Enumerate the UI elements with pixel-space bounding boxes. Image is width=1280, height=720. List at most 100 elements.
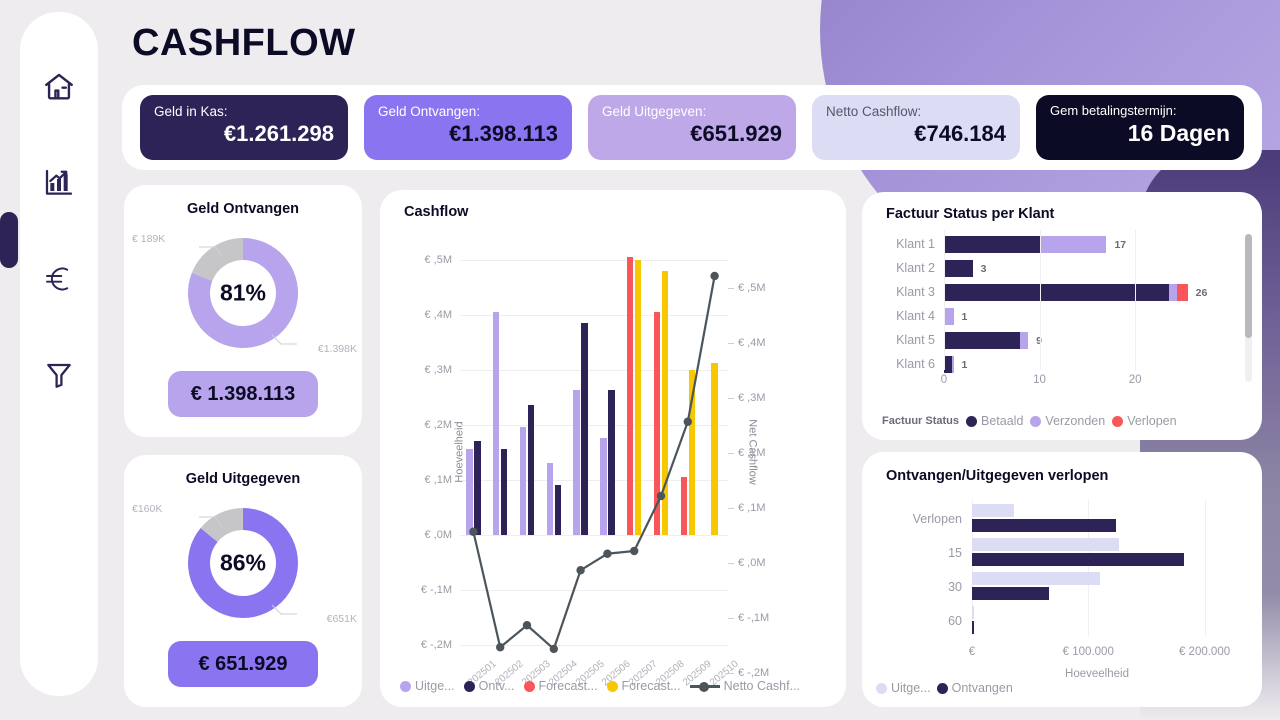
category-label: Klant 1: [896, 237, 935, 251]
x-axis-tick: € 100.000: [1062, 646, 1114, 658]
kpi-value: €1.261.298: [223, 120, 334, 146]
legend-item[interactable]: Forecast...: [606, 679, 681, 693]
line-data-point: [656, 491, 666, 501]
kpi-label: Geld in Kas:: [154, 104, 228, 119]
legend-item[interactable]: Uitge...: [876, 681, 931, 695]
sidebar-item-filter[interactable]: [32, 348, 86, 402]
bar: [554, 485, 562, 535]
bar-segment: [944, 331, 1021, 349]
bar: [466, 449, 473, 535]
bar: [634, 259, 642, 535]
legend-label: Verzonden: [1045, 414, 1106, 428]
table-row[interactable]: Klant 6 1: [882, 352, 1242, 376]
x-axis-tick: € 200.000: [1178, 646, 1231, 658]
bar: [600, 438, 607, 535]
donut-chart-ontvangen: 81% € 189K €1.398K: [124, 223, 362, 363]
card-geld-uitgegeven: Geld Uitgegeven 86% €160K €651K € 651.929: [124, 455, 362, 707]
y2-axis-tick: € ,4M: [728, 336, 766, 349]
stacked-bar: 17: [944, 235, 1242, 253]
kpi-card-1[interactable]: Geld Ontvangen: €1.398.113: [364, 95, 572, 160]
donut-arc-value: [188, 508, 298, 618]
table-row[interactable]: Klant 5 9: [882, 328, 1242, 352]
bar: [680, 476, 688, 535]
stacked-bar: 1: [944, 355, 1242, 373]
category-label: Klant 3: [896, 285, 935, 299]
bar: [688, 369, 696, 535]
bar: [581, 322, 588, 535]
factuur-status-scrollbar[interactable]: [1245, 234, 1252, 382]
bar-total-label: 9: [1036, 335, 1042, 347]
legend-label: Verlopen: [1127, 414, 1177, 428]
scrollbar-thumb[interactable]: [1245, 234, 1252, 338]
bar-segment: [1177, 283, 1188, 301]
table-row[interactable]: Klant 3 26: [882, 280, 1242, 304]
kpi-card-4[interactable]: Gem betalingstermijn: 16 Dagen: [1036, 95, 1244, 160]
kpi-value: €746.184: [914, 120, 1006, 146]
geld-ontvangen-value-button[interactable]: € 1.398.113: [168, 371, 318, 417]
legend-item[interactable]: Forecast...: [523, 679, 598, 693]
legend-item[interactable]: Uitge...: [400, 679, 455, 693]
cashflow-legend: Uitge... Ontv... Forecast... Forecast... Net…: [400, 679, 800, 693]
card-geld-ontvangen: Geld Ontvangen 81% € 189K €1.398K € 1.398.…: [124, 185, 362, 437]
table-row[interactable]: Klant 4 1: [882, 304, 1242, 328]
netto-cashflow-line: [469, 271, 719, 654]
cashflow-plot: Hoeveelheid Net Cashflow € ,5M € ,4M € ,3M…: [421, 232, 769, 689]
legend-item[interactable]: Betaald: [966, 414, 1023, 428]
sidebar-item-home[interactable]: [32, 60, 86, 114]
card-title: Ontvangen/Uitgegeven verlopen: [886, 468, 1109, 484]
legend-item[interactable]: Verzonden: [1030, 414, 1105, 428]
donut-leader-line-value: [271, 334, 297, 345]
kpi-card-3[interactable]: Netto Cashflow: €746.184: [812, 95, 1020, 160]
geld-uitgegeven-value-button[interactable]: € 651.929: [168, 641, 318, 687]
bar: [653, 311, 661, 535]
bar: [972, 553, 1184, 566]
legend-dot: [523, 680, 535, 692]
donut-svg: [188, 238, 298, 348]
category-label: Klant 2: [896, 261, 935, 275]
gridline: [460, 589, 728, 591]
filter-icon: [43, 359, 75, 391]
legend-item[interactable]: Verlopen: [1112, 414, 1177, 428]
gridline: [972, 500, 973, 636]
line-data-point: [710, 271, 719, 281]
gridline: [1088, 500, 1090, 636]
legend-item[interactable]: Ontv...: [463, 679, 515, 693]
bar: [972, 519, 1117, 532]
gridline: [1204, 500, 1206, 636]
x-axis-tick: €: [968, 646, 976, 658]
legend-item[interactable]: Netto Cashf...: [689, 679, 800, 693]
kpi-card-2[interactable]: Geld Uitgegeven: €651.929: [588, 95, 796, 160]
y-axis-tick: € ,2M: [424, 418, 452, 431]
kpi-card-0[interactable]: Geld in Kas: €1.261.298: [140, 95, 348, 160]
bar-segment: [951, 355, 954, 373]
donut-chart-uitgegeven: 86% €160K €651K: [124, 493, 362, 633]
line-data-point: [576, 566, 585, 575]
bar: [711, 362, 718, 535]
bar-segment: [944, 355, 952, 373]
legend-dot: [966, 415, 978, 427]
stacked-bar: 1: [944, 307, 1242, 325]
bar: [972, 606, 974, 619]
y-axis-tick: € -,2M: [420, 638, 452, 651]
y-axis-tick: € ,1M: [424, 473, 452, 486]
card-title: Cashflow: [404, 204, 469, 220]
x-axis-tick: 20: [1128, 374, 1142, 386]
y2-axis-tick: € ,0M: [728, 556, 766, 569]
gridline: [1135, 230, 1137, 370]
card-factuur-status: Factuur Status per Klant Klant 1 17 Klant …: [862, 192, 1262, 440]
donut-leader-line-grey: [199, 516, 224, 528]
verlopen-legend: Uitge... Ontvangen: [876, 681, 1013, 695]
legend-item[interactable]: Ontvangen: [936, 681, 1013, 695]
legend-dot: [1112, 415, 1124, 427]
sidebar-item-analytics[interactable]: [32, 156, 86, 210]
euro-icon: [41, 261, 77, 297]
sidebar-item-finance[interactable]: [32, 252, 86, 306]
gridline: [460, 424, 728, 426]
y2-axis-tick: € ,3M: [728, 391, 766, 404]
table-row[interactable]: Klant 2 3: [882, 256, 1242, 280]
y2-axis-tick: € ,1M: [728, 501, 766, 514]
kpi-label: Gem betalingstermijn:: [1050, 103, 1177, 118]
x-axis-tick: 10: [1033, 374, 1046, 386]
table-row[interactable]: Klant 1 17: [882, 232, 1242, 256]
legend-label: Forecast...: [538, 679, 598, 693]
